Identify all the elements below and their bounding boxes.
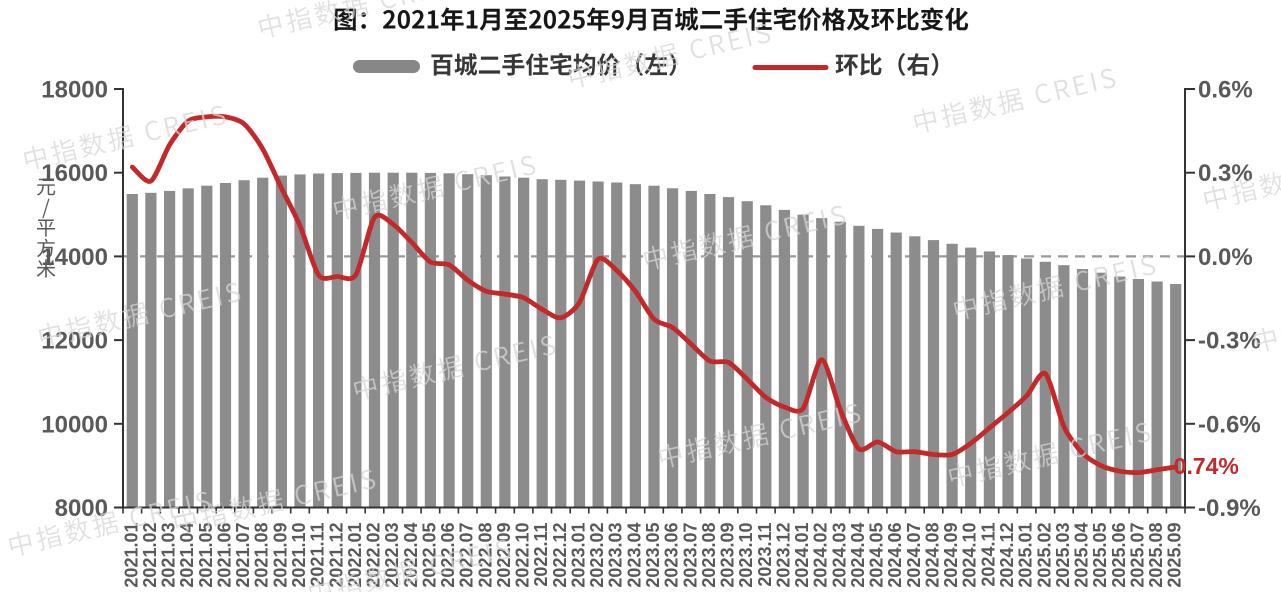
svg-text:2025.02: 2025.02 (1034, 523, 1054, 588)
svg-text:2023.04: 2023.04 (624, 523, 644, 588)
svg-text:2025.06: 2025.06 (1109, 523, 1129, 588)
svg-text:2021.10: 2021.10 (289, 523, 309, 588)
svg-text:-0.74%: -0.74% (1166, 453, 1239, 479)
svg-text:2025.08: 2025.08 (1146, 523, 1166, 588)
svg-text:2024.07: 2024.07 (904, 523, 924, 588)
svg-text:2024.03: 2024.03 (829, 523, 849, 588)
svg-text:8000: 8000 (55, 495, 108, 522)
svg-text:2023.09: 2023.09 (718, 523, 738, 588)
svg-text:-0.9%: -0.9% (1198, 495, 1261, 522)
svg-text:2025.01: 2025.01 (1016, 523, 1036, 588)
svg-text:2021.06: 2021.06 (215, 523, 235, 588)
svg-text:2023.12: 2023.12 (773, 523, 793, 588)
svg-text:2023.01: 2023.01 (569, 523, 589, 588)
svg-text:2021.01: 2021.01 (121, 523, 141, 588)
svg-text:2022.09: 2022.09 (494, 523, 514, 588)
svg-text:2021.08: 2021.08 (252, 523, 272, 588)
svg-text:2022.11: 2022.11 (531, 523, 551, 587)
svg-text:2022.07: 2022.07 (457, 523, 477, 588)
svg-text:2021.04: 2021.04 (177, 523, 197, 588)
svg-text:2023.06: 2023.06 (662, 523, 682, 588)
svg-text:2022.01: 2022.01 (345, 523, 365, 588)
svg-text:2023.03: 2023.03 (606, 523, 626, 588)
svg-text:2025.03: 2025.03 (1053, 523, 1073, 588)
svg-text:16000: 16000 (41, 160, 108, 187)
svg-text:0.0%: 0.0% (1198, 244, 1253, 271)
svg-text:2021.03: 2021.03 (159, 523, 179, 588)
svg-text:2021.09: 2021.09 (270, 523, 290, 588)
svg-text:2024.02: 2024.02 (811, 523, 831, 588)
svg-text:2024.05: 2024.05 (867, 523, 887, 588)
svg-text:2024.09: 2024.09 (941, 523, 961, 588)
svg-text:2025.07: 2025.07 (1127, 523, 1147, 588)
svg-text:2023.07: 2023.07 (680, 523, 700, 588)
svg-text:2024.10: 2024.10 (960, 522, 980, 587)
svg-text:2021.07: 2021.07 (233, 523, 253, 588)
svg-text:2023.11: 2023.11 (755, 523, 775, 587)
svg-text:2022.12: 2022.12 (550, 523, 570, 588)
svg-text:2021.11: 2021.11 (308, 523, 328, 587)
svg-text:2024.12: 2024.12 (997, 523, 1017, 588)
svg-text:2022.06: 2022.06 (438, 523, 458, 588)
svg-text:-0.6%: -0.6% (1198, 411, 1261, 438)
svg-text:2023.10: 2023.10 (736, 523, 756, 588)
svg-text:2023.08: 2023.08 (699, 523, 719, 588)
svg-text:-0.3%: -0.3% (1198, 328, 1261, 355)
svg-text:2025.09: 2025.09 (1165, 523, 1185, 588)
svg-text:2024.01: 2024.01 (792, 523, 812, 588)
svg-text:0.6%: 0.6% (1198, 77, 1253, 104)
svg-text:2025.04: 2025.04 (1072, 523, 1092, 588)
svg-text:2023.05: 2023.05 (643, 523, 663, 588)
svg-text:2024.04: 2024.04 (848, 523, 868, 588)
svg-text:2021.12: 2021.12 (326, 523, 346, 588)
svg-text:2021.02: 2021.02 (140, 523, 160, 588)
svg-text:18000: 18000 (41, 77, 108, 104)
svg-text:2024.08: 2024.08 (923, 523, 943, 588)
svg-text:10000: 10000 (41, 411, 108, 438)
svg-text:2023.02: 2023.02 (587, 523, 607, 588)
svg-text:2024.11: 2024.11 (978, 523, 998, 587)
svg-text:2022.10: 2022.10 (513, 523, 533, 588)
svg-text:2022.08: 2022.08 (475, 523, 495, 588)
svg-text:2021.05: 2021.05 (196, 523, 216, 588)
svg-text:2024.06: 2024.06 (885, 523, 905, 588)
svg-text:2025.05: 2025.05 (1090, 523, 1110, 588)
